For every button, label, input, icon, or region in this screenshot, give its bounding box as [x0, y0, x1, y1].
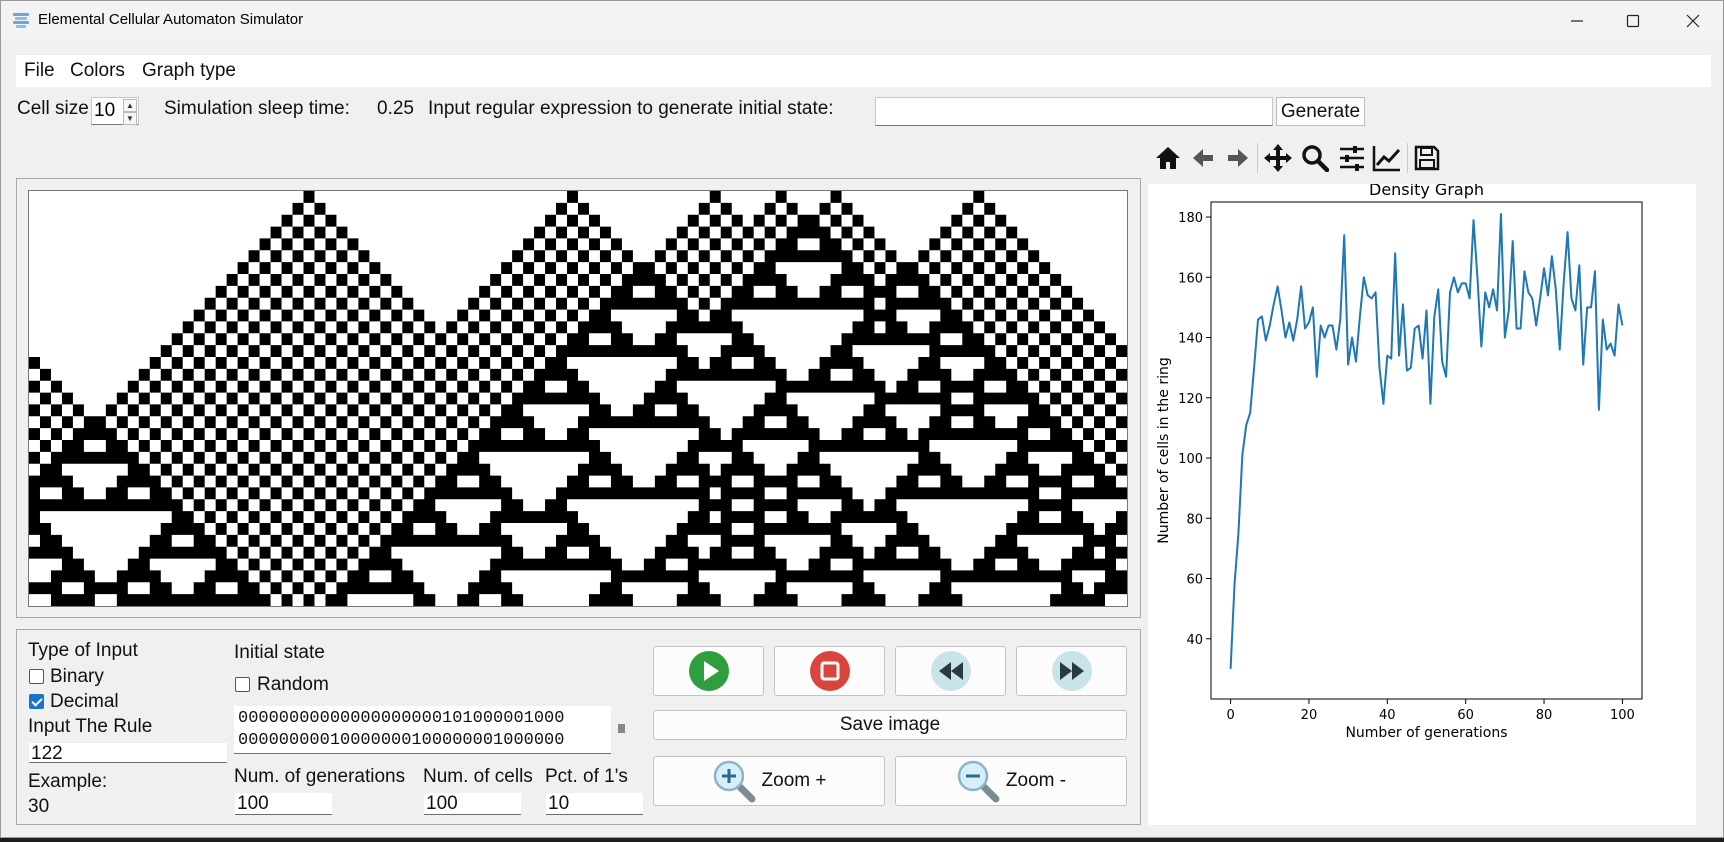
y-tick-label: 180 — [1178, 211, 1203, 226]
cell-size-label: Cell size — [17, 98, 89, 119]
x-tick-label: 80 — [1536, 708, 1553, 723]
step-forward-button[interactable] — [1016, 646, 1127, 696]
initial-state-line: 00000000000000000000101000001000 — [238, 709, 565, 728]
binary-label[interactable]: Binary — [50, 666, 104, 687]
automaton-cells — [29, 191, 1127, 606]
home-icon[interactable] — [1151, 141, 1185, 175]
configure-subplots-icon[interactable] — [1335, 141, 1369, 175]
close-button[interactable] — [1665, 1, 1721, 41]
x-tick-label: 60 — [1457, 708, 1474, 723]
fast-forward-icon — [1051, 651, 1092, 691]
chart-title: Density Graph — [1369, 184, 1484, 199]
minimize-button[interactable] — [1549, 1, 1605, 41]
menu-colors[interactable]: Colors — [70, 60, 125, 81]
stop-button[interactable] — [774, 646, 885, 696]
forward-arrow-icon[interactable] — [1221, 141, 1255, 175]
pct-ones-input[interactable]: 10 — [546, 793, 643, 815]
close-icon — [1686, 14, 1700, 28]
density-chart: Density Graph 0 20 40 60 80 100 40 60 80 100 120 140… — [1156, 184, 1643, 741]
save-image-label: Save image — [839, 714, 941, 735]
x-tick-label: 40 — [1379, 708, 1396, 723]
x-axis-label: Number of generations — [1345, 725, 1507, 741]
menu-file[interactable]: File — [24, 60, 55, 81]
initial-state-textbox[interactable]: 00000000000000000000101000001000 0000000… — [234, 706, 611, 754]
maximize-icon — [1626, 14, 1640, 28]
sleep-time-value: 0.25 — [377, 98, 414, 119]
automaton-panel — [16, 178, 1141, 618]
generate-button[interactable]: Generate — [1276, 97, 1365, 126]
menu-graph-type[interactable]: Graph type — [142, 60, 236, 81]
x-tick-label: 20 — [1301, 708, 1318, 723]
x-tick-label: 0 — [1226, 708, 1234, 723]
y-tick-label: 140 — [1178, 332, 1203, 347]
zoom-in-icon — [713, 760, 756, 803]
initial-state-scrollbar[interactable] — [618, 710, 625, 754]
play-icon — [688, 651, 729, 691]
initial-state-line: 00000000010000000100000001000000 — [238, 731, 565, 750]
random-checkbox[interactable] — [235, 677, 250, 692]
spin-up-icon[interactable]: ▲ — [123, 99, 137, 112]
spin-down-icon[interactable]: ▼ — [123, 112, 137, 125]
zoom-in-button[interactable]: Zoom + — [653, 756, 885, 806]
example-value: 30 — [28, 796, 50, 817]
y-tick-label: 120 — [1178, 392, 1203, 407]
density-line — [1229, 213, 1624, 669]
background-strip — [0, 838, 1724, 842]
y-tick-label: 40 — [1186, 633, 1203, 648]
zoom-out-label: Zoom - — [1005, 770, 1067, 791]
sleep-time-label: Simulation sleep time: — [164, 98, 350, 119]
example-label: Example: — [28, 771, 108, 792]
menu-bar: File Colors Graph type — [16, 55, 1711, 87]
type-of-input-label: Type of Input — [28, 640, 138, 661]
y-tick-label: 160 — [1178, 271, 1203, 286]
cell-size-spinbox[interactable]: 10 ▲ ▼ — [91, 97, 139, 125]
save-image-button[interactable]: Save image — [653, 710, 1127, 740]
window-title: Elemental Cellular Automaton Simulator — [38, 11, 304, 28]
pct-ones-label: Pct. of 1's — [545, 766, 628, 787]
num-generations-input[interactable]: 100 — [235, 793, 332, 815]
zoom-out-icon — [957, 760, 1000, 803]
automaton-grid — [29, 191, 1127, 606]
decimal-checkbox[interactable] — [29, 694, 44, 709]
input-rule-label: Input The Rule — [28, 716, 153, 737]
regex-label: Input regular expression to generate ini… — [428, 98, 834, 119]
save-icon[interactable] — [1410, 141, 1444, 175]
automaton-canvas[interactable] — [28, 190, 1128, 607]
density-graph-panel[interactable]: Density Graph 0 20 40 60 80 100 40 60 80 100 120 140… — [1148, 184, 1696, 825]
y-axis-label: Number of cells in the ring — [1156, 357, 1172, 544]
zoom-in-label: Zoom + — [761, 770, 827, 791]
back-arrow-icon[interactable] — [1186, 141, 1220, 175]
y-tick-label: 100 — [1178, 452, 1203, 467]
maximize-button[interactable] — [1605, 1, 1661, 41]
edit-axis-icon[interactable] — [1370, 141, 1404, 175]
num-cells-label: Num. of cells — [423, 766, 533, 787]
cell-size-value[interactable]: 10 — [94, 100, 116, 121]
y-tick-label: 80 — [1186, 512, 1203, 527]
title-bar[interactable]: Elemental Cellular Automaton Simulator — [1, 1, 1723, 41]
minimize-icon — [1571, 20, 1583, 22]
decimal-label[interactable]: Decimal — [50, 691, 119, 712]
control-panel: Type of Input Binary Decimal Input The R… — [16, 629, 1141, 825]
y-tick-label: 60 — [1186, 573, 1203, 588]
random-label[interactable]: Random — [257, 674, 329, 695]
initial-state-label: Initial state — [234, 642, 325, 663]
binary-checkbox[interactable] — [29, 669, 44, 684]
rule-input[interactable]: 122 — [29, 743, 227, 764]
regex-input[interactable] — [875, 97, 1273, 126]
num-generations-label: Num. of generations — [234, 766, 406, 787]
stop-icon — [809, 651, 850, 691]
step-back-button[interactable] — [895, 646, 1006, 696]
num-cells-input[interactable]: 100 — [424, 793, 521, 815]
x-tick-label: 100 — [1610, 708, 1635, 723]
rewind-icon — [930, 651, 971, 691]
play-button[interactable] — [653, 646, 764, 696]
pan-icon[interactable] — [1261, 141, 1295, 175]
zoom-icon[interactable] — [1298, 141, 1332, 175]
zoom-out-button[interactable]: Zoom - — [895, 756, 1127, 806]
app-icon — [13, 13, 29, 28]
